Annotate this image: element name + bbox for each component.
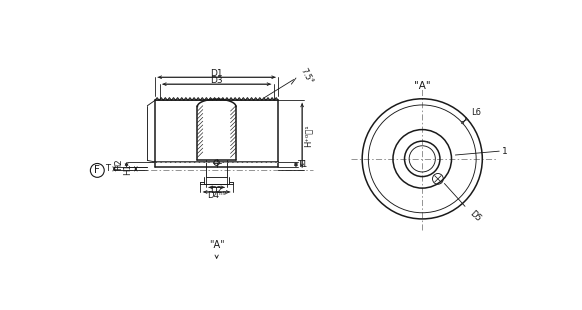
Text: L6: L6 [471, 108, 481, 117]
Text: T1: T1 [297, 160, 307, 169]
Text: D5: D5 [467, 209, 482, 223]
Text: H2: H2 [113, 159, 123, 170]
Text: "A": "A" [414, 81, 431, 91]
Text: T: T [105, 164, 111, 173]
Text: 7.5°: 7.5° [298, 67, 314, 86]
Text: 1: 1 [502, 147, 508, 156]
Text: D2: D2 [211, 186, 223, 195]
Text: H⁺⁰᭣¹: H⁺⁰᭣¹ [304, 124, 313, 147]
Text: H1: H1 [123, 163, 132, 175]
Text: D4ʰ⁹: D4ʰ⁹ [207, 191, 226, 200]
Text: "A": "A" [209, 241, 225, 250]
Text: D3: D3 [210, 76, 223, 85]
Text: D1: D1 [210, 69, 223, 78]
Text: F: F [94, 166, 100, 175]
